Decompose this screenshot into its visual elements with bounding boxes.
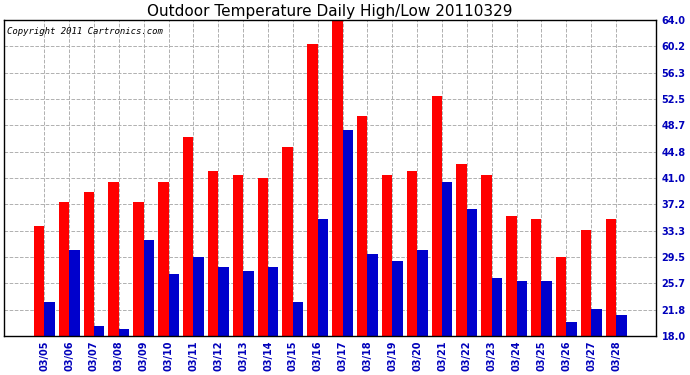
Bar <box>59 202 69 336</box>
Bar <box>317 219 328 336</box>
Bar <box>556 257 566 336</box>
Bar <box>591 309 602 336</box>
Bar <box>616 315 627 336</box>
Bar <box>183 137 193 336</box>
Bar <box>467 209 477 336</box>
Bar <box>482 175 492 336</box>
Bar <box>357 116 368 336</box>
Bar <box>94 326 104 336</box>
Bar <box>307 44 317 336</box>
Bar <box>343 130 353 336</box>
Bar <box>506 216 517 336</box>
Bar <box>83 192 94 336</box>
Bar <box>417 250 428 336</box>
Bar <box>208 171 218 336</box>
Bar <box>566 322 577 336</box>
Bar <box>233 175 243 336</box>
Bar <box>581 230 591 336</box>
Bar <box>457 165 467 336</box>
Bar <box>268 267 279 336</box>
Bar <box>34 226 44 336</box>
Title: Outdoor Temperature Daily High/Low 20110329: Outdoor Temperature Daily High/Low 20110… <box>148 4 513 19</box>
Bar <box>133 202 144 336</box>
Bar <box>517 281 527 336</box>
Bar <box>442 182 453 336</box>
Bar <box>69 250 79 336</box>
Bar <box>282 147 293 336</box>
Bar <box>44 302 55 336</box>
Bar <box>332 20 343 336</box>
Bar <box>168 274 179 336</box>
Bar <box>243 271 254 336</box>
Bar <box>158 182 168 336</box>
Bar <box>492 278 502 336</box>
Bar <box>382 175 393 336</box>
Bar <box>406 171 417 336</box>
Bar <box>531 219 542 336</box>
Bar <box>393 261 403 336</box>
Bar <box>218 267 228 336</box>
Bar <box>193 257 204 336</box>
Bar <box>108 182 119 336</box>
Bar <box>432 96 442 336</box>
Bar <box>257 178 268 336</box>
Bar <box>542 281 552 336</box>
Text: Copyright 2011 Cartronics.com: Copyright 2011 Cartronics.com <box>8 27 164 36</box>
Bar <box>368 254 378 336</box>
Bar <box>606 219 616 336</box>
Bar <box>144 240 154 336</box>
Bar <box>293 302 304 336</box>
Bar <box>119 329 129 336</box>
